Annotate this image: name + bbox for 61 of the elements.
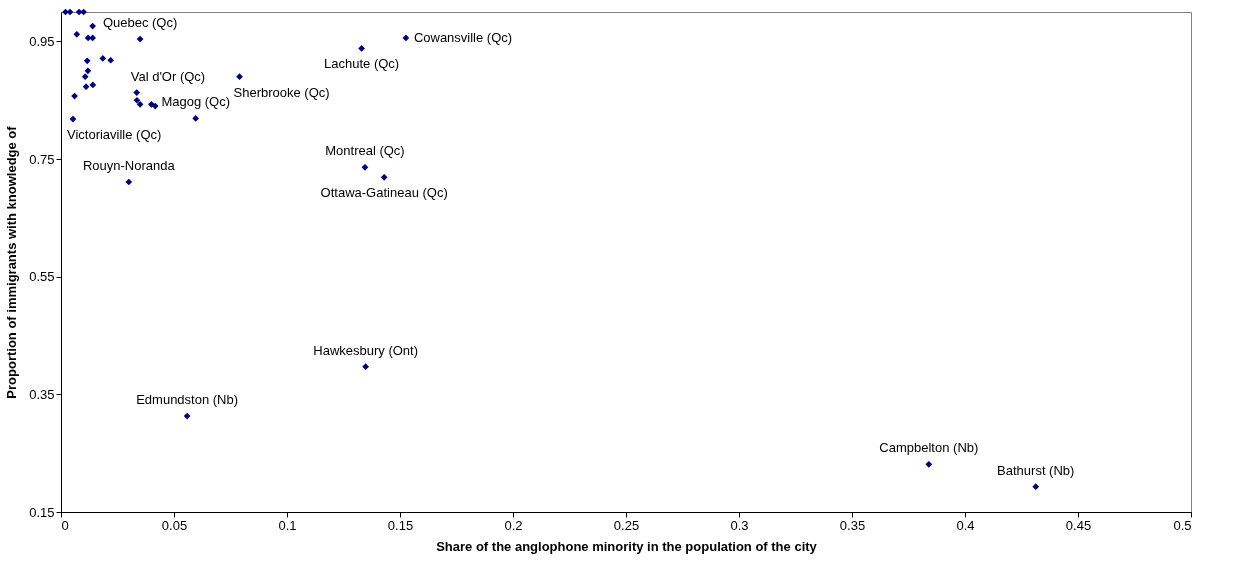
annotation: Bathurst (Nb) [997,462,1075,478]
annotation: Montreal (Qc) [325,143,405,159]
point [107,56,115,64]
point [83,57,91,65]
point [73,31,81,38]
x-tick-label: 0.25 [613,517,640,533]
point [136,35,144,43]
point [133,89,141,96]
point [192,115,200,122]
x-tick-label: 0.35 [839,517,866,533]
y-tick-label: 0.95 [29,33,55,49]
annotation: Quebec (Qc) [102,15,178,31]
x-tick-label: 0.4 [956,517,975,533]
y-axis-title: Proportion of immigrants with knowledge of [4,125,20,399]
point [136,101,144,108]
annotation: Cowansville (Qc) [413,29,513,45]
x-tick-label: 0.15 [387,517,414,533]
annotation: Val d'Or (Qc) [130,68,206,84]
point [402,34,410,42]
point [75,8,83,16]
annotation: Hawkesbury (Ont) [313,342,419,358]
point [362,363,369,371]
point [69,115,77,123]
annotation: Victoriaville (Qc) [66,127,162,143]
x-tick-label: 0.1 [278,517,297,533]
annotation: Lachute (Qc) [324,56,400,72]
point [66,8,74,16]
point [84,67,92,75]
annotation: Campbelton (Nb) [879,440,979,456]
point [71,92,78,100]
annotation: Ottawa-Gatineau (Qc) [320,185,448,201]
annotation: Sherbrooke (Qc) [233,84,330,100]
point [358,45,365,52]
annotation: Magog (Qc) [161,94,231,110]
x-tick-label: 0.5 [1173,517,1192,533]
point [81,73,89,81]
point [1032,483,1040,491]
point [183,412,191,420]
annotation: Edmundston (Nb) [136,392,239,408]
point [925,461,933,468]
x-tick-label: 0.3 [730,517,749,533]
x-tick-label: 0.45 [1065,517,1092,533]
point [89,81,97,89]
point [236,73,243,81]
y-tick-label: 0.35 [29,386,55,402]
y-tick-label: 0.55 [29,269,55,285]
x-tick-label: 0 [61,517,69,533]
point [99,55,107,62]
point [82,83,90,91]
point [89,22,96,30]
x-tick-label: 0.2 [504,517,523,533]
point [380,173,388,181]
y-tick-label: 0.15 [29,504,55,520]
point [125,178,133,186]
point [133,96,141,104]
y-tick-label: 0.75 [29,151,55,167]
x-tick-label: 0.05 [161,517,188,533]
point [361,163,369,171]
point [151,102,159,110]
annotation: Rouyn-Noranda [82,158,176,173]
x-axis-title: Share of the anglophone minority in the population of the city [436,538,818,554]
